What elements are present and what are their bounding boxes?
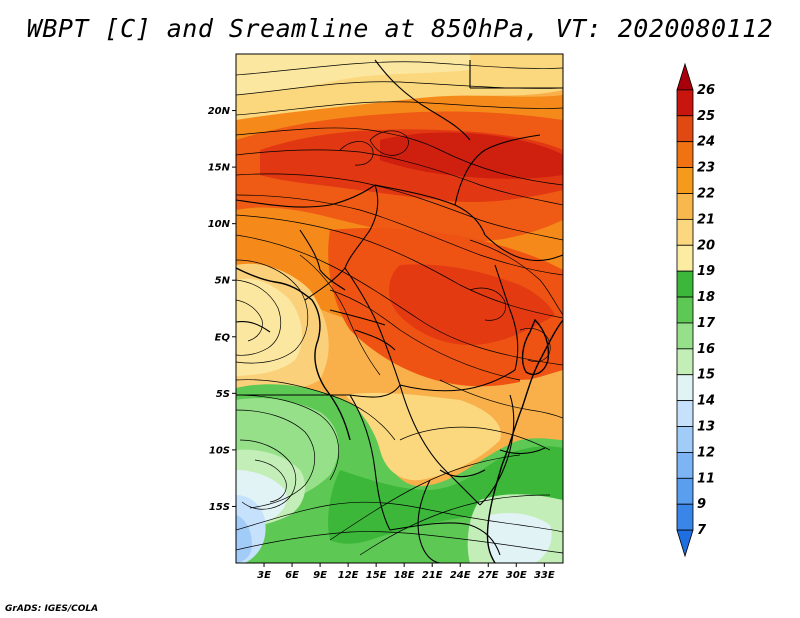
wbpt-field	[236, 54, 563, 563]
colorbar-segment	[676, 167, 694, 194]
colorbar-segment	[676, 400, 694, 427]
colorbar-segment	[676, 477, 694, 505]
longitude-axis: 3E 6E 9E 12E 15E 18E 21E 24E 27E 30E 33E	[257, 563, 555, 581]
colorbar-label: 17	[697, 316, 716, 331]
footer-credit: GrADS: IGES/COLA	[5, 604, 99, 614]
colorbar-segment	[676, 62, 694, 91]
colorbar-segment	[676, 374, 694, 402]
colorbar-label: 26	[697, 83, 715, 98]
colorbar-segment	[676, 193, 694, 220]
lon-tick-label: 21E	[422, 570, 443, 581]
lat-tick-label: EQ	[215, 332, 231, 343]
lat-tick-label: 10S	[209, 445, 230, 456]
chart-title: WBPT [C] and Sreamline at 850hPa, VT: 20…	[26, 14, 774, 43]
lon-tick-label: 12E	[338, 570, 359, 581]
lat-tick-label: 15S	[209, 502, 230, 513]
colorbar-segment	[676, 296, 694, 324]
colorbar-label: 14	[697, 394, 715, 409]
colorbar-segment	[676, 141, 694, 168]
colorbar-label: 15	[697, 368, 715, 383]
map-frame	[235, 53, 564, 564]
colorbar-segment	[676, 348, 694, 376]
lon-tick-label: 27E	[478, 570, 499, 581]
lon-tick-label: 30E	[506, 570, 527, 581]
lat-tick-label: 10N	[208, 219, 231, 230]
colorbar-label: 12	[697, 445, 715, 460]
colorbar-segment	[676, 270, 694, 298]
coastline	[236, 267, 563, 563]
colorbar-label: 25	[697, 109, 715, 124]
lon-tick-label: 3E	[257, 570, 271, 581]
colorbar-label: 23	[697, 161, 715, 176]
colorbar-segment	[676, 115, 694, 143]
colorbar-segment	[676, 503, 694, 531]
colorbar-label: 13	[697, 420, 715, 435]
colorbar-label: 19	[697, 264, 715, 279]
colorbar-segment	[676, 218, 694, 246]
colorbar-label: 7	[697, 523, 707, 538]
latitude-axis: 20N 15N 10N 5N EQ 5S 10S 15S	[208, 106, 236, 513]
colorbar-label: 16	[697, 342, 715, 357]
colorbar: 26 25 24 23 22 21 20 19 18 17 16 15 14 13 12 11 9 7	[676, 62, 716, 558]
lon-tick-label: 6E	[285, 570, 299, 581]
colorbar-segment	[676, 244, 694, 272]
lat-tick-label: 5N	[215, 276, 231, 287]
colorbar-segment	[676, 322, 694, 350]
colorbar-label: 9	[697, 497, 706, 512]
streamlines	[236, 61, 563, 556]
lon-tick-label: 15E	[366, 570, 387, 581]
colorbar-segment	[676, 452, 694, 479]
lat-tick-label: 20N	[208, 106, 231, 117]
colorbar-segment	[676, 529, 694, 558]
lat-tick-label: 15N	[208, 163, 231, 174]
lon-tick-label: 18E	[394, 570, 415, 581]
colorbar-label: 20	[697, 238, 715, 253]
colorbar-label: 22	[697, 186, 715, 201]
colorbar-label: 11	[697, 471, 715, 486]
colorbar-segment	[676, 426, 694, 453]
colorbar-label: 24	[697, 135, 715, 150]
lon-tick-label: 24E	[450, 570, 471, 581]
lon-tick-label: 33E	[534, 570, 555, 581]
colorbar-label: 21	[697, 212, 715, 227]
colorbar-label: 18	[697, 290, 715, 305]
colorbar-segment	[676, 89, 694, 117]
lat-tick-label: 5S	[216, 389, 230, 400]
lon-tick-label: 9E	[313, 570, 327, 581]
